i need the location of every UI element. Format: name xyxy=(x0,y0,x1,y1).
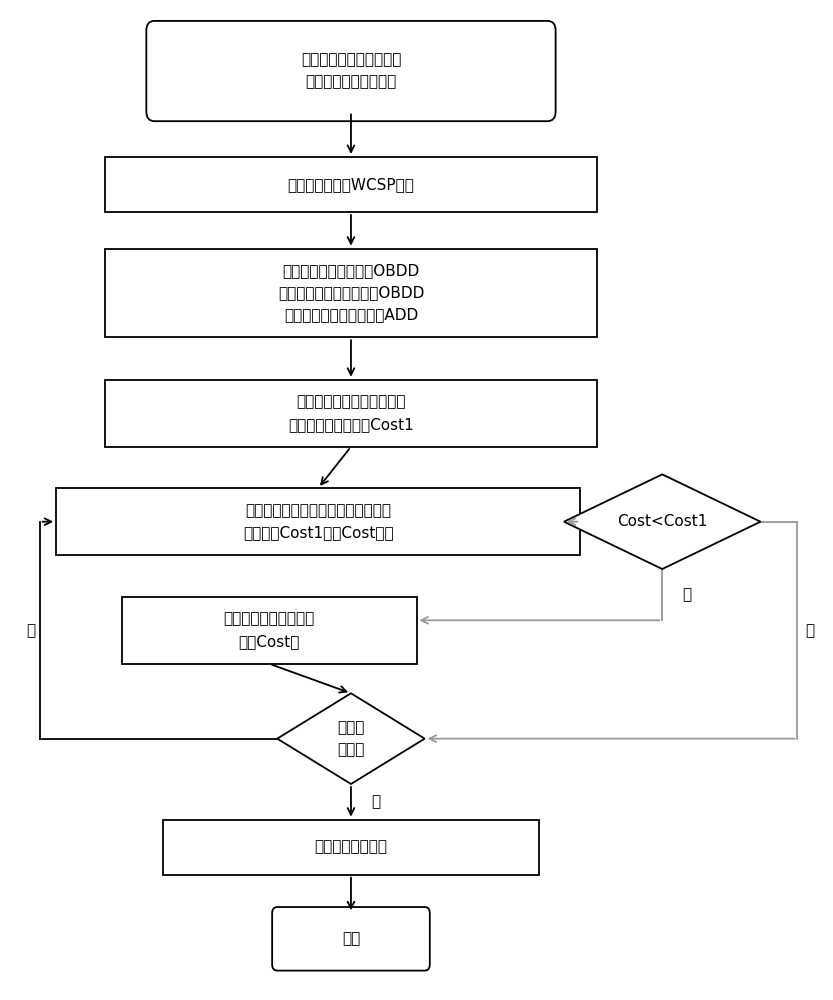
Text: 是: 是 xyxy=(372,794,381,809)
FancyBboxPatch shape xyxy=(147,21,556,121)
Text: 否: 否 xyxy=(806,623,815,638)
Text: 求得最优装配序列: 求得最优装配序列 xyxy=(315,840,387,855)
Text: 对剩余未扩展结束的联接边依次扩展
并逐一与Cost1进行Cost比较: 对剩余未扩展结束的联接边依次扩展 并逐一与Cost1进行Cost比较 xyxy=(243,503,393,540)
Text: 搜索出一个可行的装配序列
并记录其总的代价值Cost1: 搜索出一个可行的装配序列 并记录其总的代价值Cost1 xyxy=(288,395,414,432)
Bar xyxy=(105,249,596,337)
Text: 判断是
否结束: 判断是 否结束 xyxy=(337,720,365,757)
Text: Cost<Cost1: Cost<Cost1 xyxy=(617,514,707,529)
Bar xyxy=(162,820,539,875)
Bar xyxy=(105,380,596,447)
FancyBboxPatch shape xyxy=(272,907,430,971)
Text: 记录当前可行装配操作
更新Cost值: 记录当前可行装配操作 更新Cost值 xyxy=(223,612,315,649)
Polygon shape xyxy=(277,693,425,784)
Polygon shape xyxy=(564,474,761,569)
Bar xyxy=(56,488,581,555)
Bar xyxy=(105,157,596,212)
Text: 创建装配联接图对应的OBDD
创建移动向量矩阵对应的OBDD
创建装配代价指标矩阵的ADD: 创建装配联接图对应的OBDD 创建移动向量矩阵对应的OBDD 创建装配代价指标矩… xyxy=(277,263,424,323)
Text: 构建装配规划的WCSP模型: 构建装配规划的WCSP模型 xyxy=(287,177,414,192)
Text: 是: 是 xyxy=(683,587,692,602)
Text: 结束: 结束 xyxy=(342,931,360,946)
Text: 否: 否 xyxy=(27,623,36,638)
Bar xyxy=(122,597,416,664)
Text: 获取装配联接图、移动向
量矩阵和装配代价指标: 获取装配联接图、移动向 量矩阵和装配代价指标 xyxy=(301,52,402,90)
